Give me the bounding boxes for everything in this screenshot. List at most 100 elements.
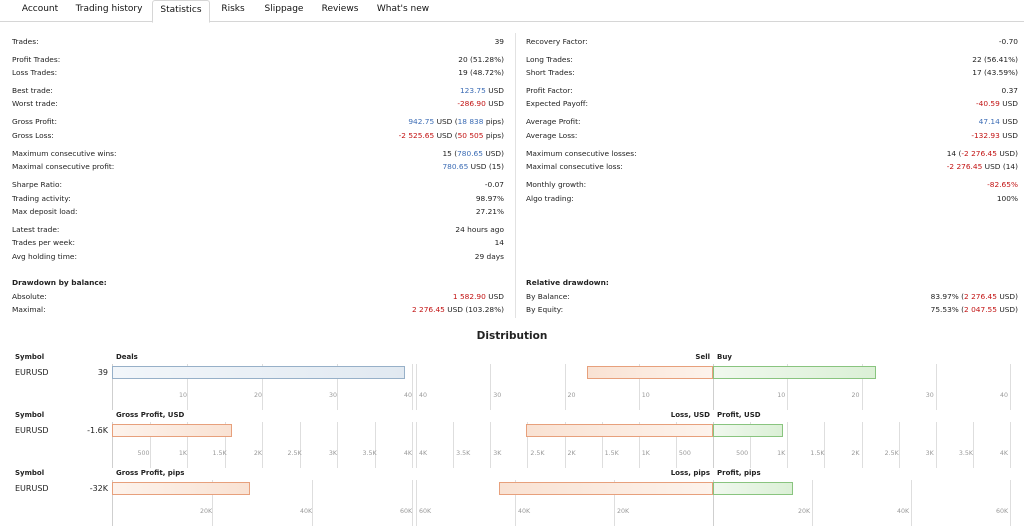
- stat-label: Maximal consecutive profit:: [12, 162, 115, 171]
- right-chart-header-left: Loss, USD: [670, 411, 710, 419]
- tab-what-s-new[interactable]: What's new: [376, 4, 430, 14]
- stat-row-profit-trades: Profit Trades: 20 (51.28%): [12, 54, 504, 66]
- tick-label: 40: [999, 392, 1008, 399]
- left-bar: [112, 482, 250, 495]
- stat-value: 39: [495, 36, 504, 48]
- stat-row-expected-payoff: Expected Payoff: -40.59 USD: [526, 98, 1018, 110]
- grid-line: [750, 422, 752, 468]
- tick-label: 3K: [328, 450, 337, 457]
- tick-label: 4K: [999, 450, 1008, 457]
- tab-statistics[interactable]: Statistics: [152, 0, 210, 23]
- stat-value-part: -132.93: [971, 131, 1000, 140]
- grid-line: [515, 480, 516, 526]
- stat-value-part: USD (15): [468, 162, 504, 171]
- tab-trading-history[interactable]: Trading history: [75, 4, 143, 14]
- buy-bar: [713, 482, 794, 495]
- grid-line: [911, 480, 912, 526]
- left-chart-header: Gross Profit, USD: [116, 411, 185, 419]
- stat-row-recovery-factor: Recovery Factor: -0.70: [526, 36, 1018, 48]
- grid-line: [675, 422, 677, 468]
- stat-value-part: USD: [485, 86, 504, 95]
- stat-row-monthly-growth: Monthly growth: -82.65%: [526, 179, 1018, 191]
- stat-value-part: -2 525.65: [398, 131, 435, 140]
- stat-label: By Equity:: [526, 305, 564, 314]
- grid-line: [787, 364, 789, 410]
- distribution-title: Distribution: [476, 330, 548, 342]
- grid-line: [416, 422, 417, 468]
- stat-row-average-loss: Average Loss: -132.93 USD: [526, 130, 1018, 142]
- stat-row-maximal-consecutive-profit: Maximal consecutive profit: 780.65 USD (1…: [12, 161, 504, 173]
- stat-value: -0.70: [999, 36, 1018, 48]
- tick-label: 20K: [617, 508, 630, 515]
- center-axis-line: [713, 480, 714, 526]
- stat-value: 100%: [997, 193, 1018, 205]
- tab-slippage[interactable]: Slippage: [264, 4, 304, 14]
- tick-label: 2K: [851, 450, 860, 457]
- tick-label: 20K: [200, 508, 213, 515]
- tick-label: 10: [777, 392, 786, 399]
- stat-label: Long Trades:: [526, 55, 573, 64]
- stat-value-part: USD (14): [982, 162, 1018, 171]
- stat-value-part: 24 hours ago: [455, 225, 504, 234]
- tab-account[interactable]: Account: [21, 4, 59, 14]
- stat-label: Average Loss:: [526, 131, 578, 140]
- tick-label: 2K: [567, 450, 576, 457]
- tick-label: 40K: [518, 508, 531, 515]
- stat-label: Profit Factor:: [526, 86, 573, 95]
- stat-value-part: 2 047.55: [964, 305, 997, 314]
- tab-reviews[interactable]: Reviews: [321, 4, 359, 14]
- stat-value: 15 (780.65 USD): [442, 148, 504, 160]
- stat-value-part: 39: [494, 37, 504, 46]
- stat-value-part: 50 505: [457, 131, 484, 140]
- stat-value-part: -2 276.45: [946, 162, 983, 171]
- center-axis-line: [713, 422, 714, 468]
- grid-line: [1010, 422, 1011, 468]
- grid-line: [299, 422, 301, 468]
- stat-value-part: 942.75: [408, 117, 435, 126]
- stat-value-part: 780.65: [442, 162, 469, 171]
- stat-label: Expected Payoff:: [526, 99, 588, 108]
- symbol-header: Symbol: [15, 353, 45, 361]
- stat-value-part: USD): [996, 149, 1018, 158]
- grid-line: [412, 422, 413, 468]
- stat-value-part: 47.14: [978, 117, 1000, 126]
- tab-risks[interactable]: Risks: [221, 4, 245, 14]
- symbol-header: Symbol: [15, 411, 45, 419]
- stat-row-best-trade: Best trade: 123.75 USD: [12, 85, 504, 97]
- stat-value: 83.97% (2 276.45 USD): [931, 291, 1018, 303]
- buy-bar: [713, 424, 783, 437]
- grid-line: [490, 364, 492, 410]
- stat-value-part: 2 276.45: [964, 292, 997, 301]
- grid-line: [824, 422, 826, 468]
- left-bar: [112, 366, 405, 379]
- stat-value: 29 days: [475, 251, 504, 263]
- grid-line: [638, 422, 640, 468]
- column-divider: [515, 33, 516, 318]
- sell-bar: [525, 424, 713, 437]
- stat-label: Loss Trades:: [12, 68, 58, 77]
- left-value: -32K: [89, 484, 108, 493]
- right-chart-header-left: Loss, pips: [670, 469, 710, 477]
- symbol-value: EURUSD: [15, 368, 49, 377]
- left-axis-line: [112, 422, 113, 468]
- tick-label: 4K: [419, 450, 428, 457]
- left-axis-line: [112, 480, 113, 526]
- stat-label: Max deposit load:: [12, 207, 78, 216]
- grid-line: [564, 364, 566, 410]
- right-chart-header-right: Buy: [717, 353, 732, 361]
- left-axis-line: [112, 364, 113, 410]
- stat-row-by-equity: By Equity: 75.53% (2 047.55 USD): [526, 304, 1018, 316]
- stat-value-part: pips): [483, 131, 504, 140]
- stat-row-short-trades: Short Trades: 17 (43.59%): [526, 67, 1018, 79]
- stat-row-absolute: Absolute: 1 582.90 USD: [12, 291, 504, 303]
- stat-value-part: -286.90: [457, 99, 486, 108]
- left-chart-header: Gross Profit, pips: [116, 469, 185, 477]
- stat-value-part: USD): [996, 292, 1018, 301]
- stat-value: 75.53% (2 047.55 USD): [931, 304, 1018, 316]
- stat-value-part: USD: [485, 99, 504, 108]
- grid-line: [149, 422, 151, 468]
- grid-line: [935, 364, 937, 410]
- stat-label: Worst trade:: [12, 99, 58, 108]
- sell-bar: [586, 366, 713, 379]
- relative-drawdown-title: Relative drawdown:: [526, 278, 609, 287]
